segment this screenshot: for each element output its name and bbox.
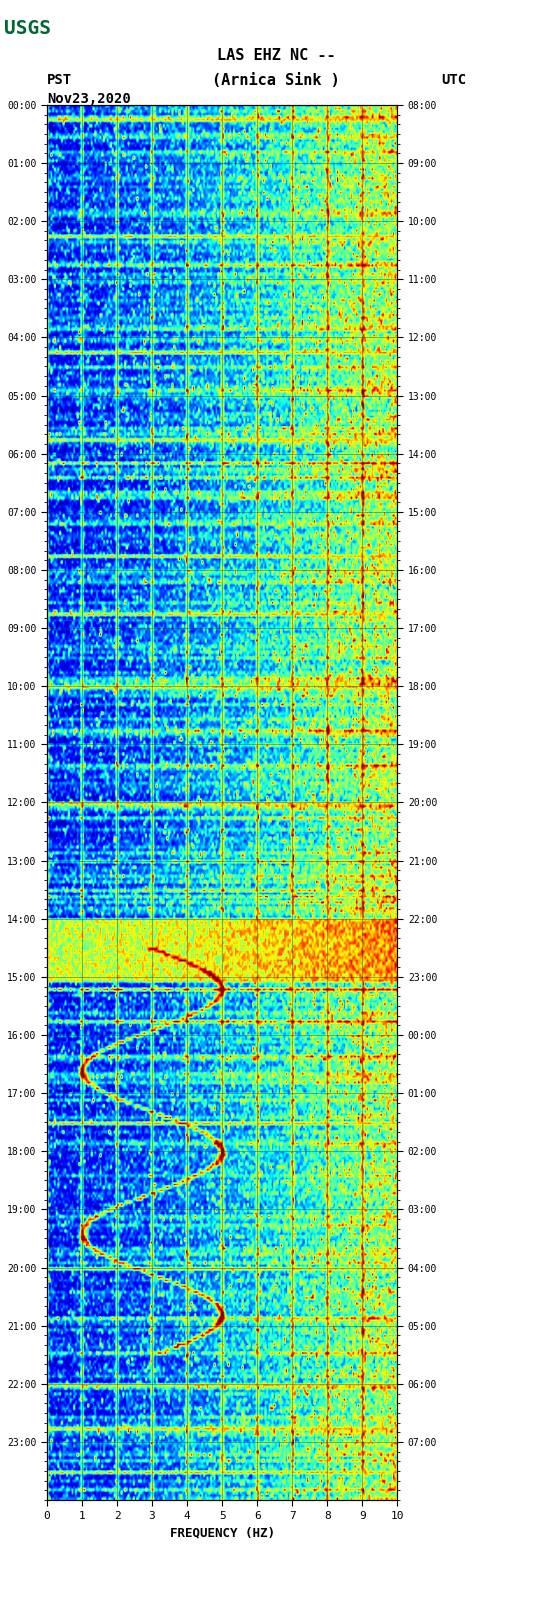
Text: USGS: USGS — [4, 19, 51, 37]
Text: PST: PST — [47, 73, 72, 87]
Text: Nov23,2020: Nov23,2020 — [47, 92, 131, 106]
X-axis label: FREQUENCY (HZ): FREQUENCY (HZ) — [169, 1526, 275, 1539]
Text: UTC: UTC — [442, 73, 467, 87]
Text: LAS EHZ NC --: LAS EHZ NC -- — [217, 48, 335, 63]
Text: (Arnica Sink ): (Arnica Sink ) — [212, 73, 340, 87]
